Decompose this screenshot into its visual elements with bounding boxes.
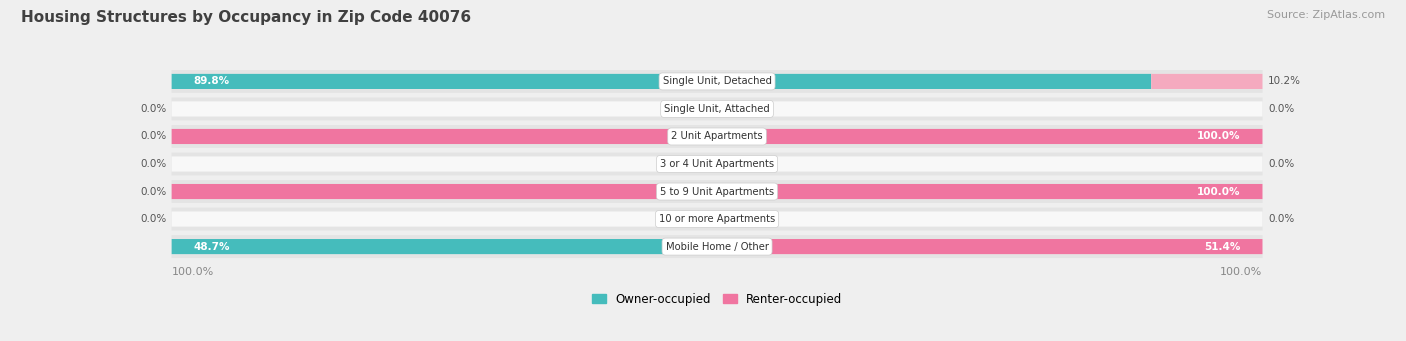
Text: 0.0%: 0.0% <box>141 187 166 196</box>
Text: 51.4%: 51.4% <box>1205 241 1240 252</box>
Text: 48.7%: 48.7% <box>194 241 231 252</box>
Text: 0.0%: 0.0% <box>141 104 166 114</box>
Text: 0.0%: 0.0% <box>141 159 166 169</box>
FancyBboxPatch shape <box>172 129 1263 144</box>
Text: 10.2%: 10.2% <box>1268 76 1301 86</box>
Text: Housing Structures by Occupancy in Zip Code 40076: Housing Structures by Occupancy in Zip C… <box>21 10 471 25</box>
FancyBboxPatch shape <box>172 239 703 254</box>
FancyBboxPatch shape <box>702 239 1263 254</box>
Text: 3 or 4 Unit Apartments: 3 or 4 Unit Apartments <box>659 159 775 169</box>
Text: 0.0%: 0.0% <box>1268 104 1294 114</box>
Text: Single Unit, Detached: Single Unit, Detached <box>662 76 772 86</box>
FancyBboxPatch shape <box>172 98 1263 120</box>
FancyBboxPatch shape <box>172 157 1263 172</box>
Text: 0.0%: 0.0% <box>141 214 166 224</box>
FancyBboxPatch shape <box>172 152 1263 175</box>
Text: Single Unit, Attached: Single Unit, Attached <box>664 104 770 114</box>
Text: 10 or more Apartments: 10 or more Apartments <box>659 214 775 224</box>
Legend: Owner-occupied, Renter-occupied: Owner-occupied, Renter-occupied <box>586 288 848 310</box>
FancyBboxPatch shape <box>1152 74 1263 89</box>
FancyBboxPatch shape <box>172 184 1263 199</box>
Text: 100.0%: 100.0% <box>1197 132 1240 142</box>
Text: 100.0%: 100.0% <box>1197 187 1240 196</box>
Text: 89.8%: 89.8% <box>194 76 229 86</box>
Text: Mobile Home / Other: Mobile Home / Other <box>665 241 769 252</box>
FancyBboxPatch shape <box>172 74 1152 89</box>
Text: 2 Unit Apartments: 2 Unit Apartments <box>671 132 763 142</box>
FancyBboxPatch shape <box>172 129 1263 144</box>
FancyBboxPatch shape <box>172 184 1263 199</box>
Text: 5 to 9 Unit Apartments: 5 to 9 Unit Apartments <box>659 187 775 196</box>
Text: 0.0%: 0.0% <box>141 132 166 142</box>
FancyBboxPatch shape <box>172 239 1263 254</box>
FancyBboxPatch shape <box>172 235 1263 258</box>
FancyBboxPatch shape <box>172 101 1263 117</box>
Text: 0.0%: 0.0% <box>1268 214 1294 224</box>
FancyBboxPatch shape <box>172 125 1263 148</box>
Text: 100.0%: 100.0% <box>1220 267 1263 277</box>
FancyBboxPatch shape <box>172 74 1263 89</box>
FancyBboxPatch shape <box>172 211 1263 227</box>
Text: 0.0%: 0.0% <box>1268 159 1294 169</box>
Text: Source: ZipAtlas.com: Source: ZipAtlas.com <box>1267 10 1385 20</box>
FancyBboxPatch shape <box>172 70 1263 93</box>
FancyBboxPatch shape <box>172 180 1263 203</box>
FancyBboxPatch shape <box>172 208 1263 231</box>
Text: 100.0%: 100.0% <box>172 267 214 277</box>
